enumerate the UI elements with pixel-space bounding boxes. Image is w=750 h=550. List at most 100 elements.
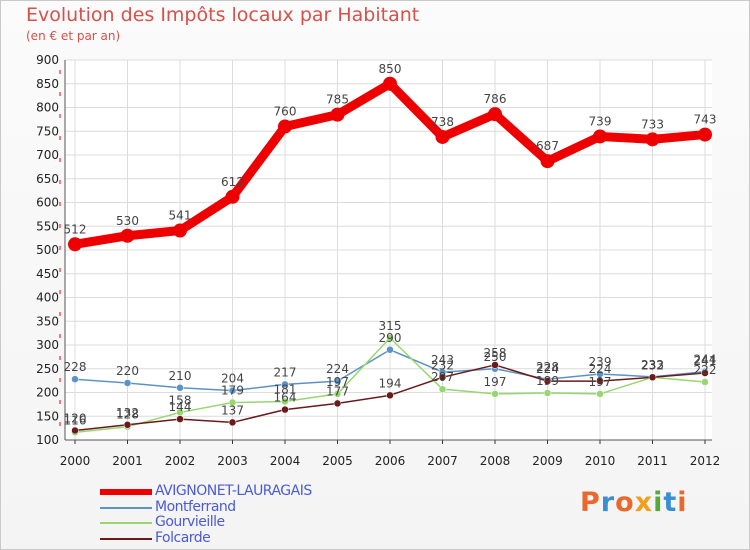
x-tick-label: 2011 (637, 454, 668, 468)
x-tick-label: 2010 (585, 454, 616, 468)
chart-subtitle: (en € et par an) (26, 29, 121, 43)
x-tick-label: 2012 (690, 454, 721, 468)
y-tick-label: 900 (36, 53, 59, 67)
proxiti-logo: Proxiti (580, 487, 688, 518)
data-label: 137 (221, 403, 244, 417)
data-point (228, 418, 237, 427)
data-point (228, 398, 237, 407)
data-label: 204 (221, 372, 244, 386)
line-chart: 100 150 200 250 300 350 400 450 500 550 600 650 700 7… (36, 53, 721, 468)
logo-letter: P (580, 487, 601, 518)
data-label: 217 (274, 365, 297, 379)
y-tick-label: 350 (36, 314, 59, 328)
y-tick-label: 150 (36, 409, 59, 423)
data-point (488, 107, 502, 122)
y-tick-label: 600 (36, 196, 59, 210)
data-point (648, 373, 657, 382)
data-point (333, 390, 342, 398)
legend-label-folcarde: Folcarde (155, 530, 211, 546)
y-tick-label: 800 (36, 101, 59, 115)
data-label: 738 (431, 115, 454, 129)
data-label: 197 (484, 375, 507, 389)
y-tick-label: 550 (36, 219, 59, 233)
legend-swatch-gourvieille (100, 522, 152, 524)
y-tick-label: 700 (36, 148, 59, 162)
data-point (281, 397, 289, 406)
x-tick-label: 2006 (375, 454, 406, 468)
data-label: 199 (536, 374, 559, 388)
data-point (71, 375, 79, 383)
data-point (68, 237, 82, 252)
y-tick-label: 300 (36, 338, 59, 352)
data-point (698, 127, 712, 142)
data-point (701, 378, 709, 386)
data-label: 220 (116, 364, 139, 378)
y-tick-label: 250 (36, 362, 59, 376)
data-label: 228 (64, 360, 87, 374)
data-label: 243 (431, 353, 454, 367)
data-label: 233 (641, 358, 664, 372)
data-label: 197 (589, 375, 612, 389)
data-label: 250 (484, 350, 507, 364)
data-point (540, 154, 555, 169)
legend-swatch-avignonet (100, 489, 152, 495)
data-point (71, 426, 79, 435)
data-label: 232 (641, 358, 664, 372)
data-point (120, 228, 135, 243)
data-point (543, 389, 552, 397)
data-label: 290 (379, 331, 402, 345)
y-tick-label: 200 (36, 386, 59, 400)
data-label: 760 (274, 105, 297, 119)
data-label: 120 (64, 412, 87, 426)
data-label: 228 (536, 360, 559, 374)
data-label: 850 (379, 62, 402, 76)
data-label: 197 (326, 375, 349, 389)
x-tick-label: 2009 (532, 454, 563, 468)
data-point (333, 377, 342, 385)
y-tick-label: 650 (36, 172, 59, 186)
logo-letter: i (653, 487, 664, 518)
data-label: 144 (169, 400, 192, 414)
data-label: 164 (274, 391, 297, 405)
logo-letter: r (600, 487, 616, 518)
data-label: 194 (379, 376, 402, 390)
data-label: 612 (221, 175, 244, 189)
x-tick-label: 2000 (60, 454, 91, 468)
data-label: 743 (694, 113, 717, 127)
data-point (278, 119, 292, 134)
data-label: 158 (169, 393, 192, 407)
x-tick-label: 2003 (217, 454, 248, 468)
x-tick-label: 2007 (427, 454, 458, 468)
data-label: 222 (694, 363, 717, 377)
legend-swatch-montferrand (100, 507, 152, 509)
x-tick-label: 2004 (270, 454, 301, 468)
logo-letter: t (663, 487, 678, 518)
data-label: 128 (116, 408, 139, 422)
data-point (225, 189, 240, 204)
data-point (438, 373, 447, 382)
data-label: 315 (379, 319, 402, 333)
data-point (123, 379, 132, 387)
x-tick-label: 2002 (165, 454, 196, 468)
legend-swatch-folcarde (100, 538, 152, 540)
data-point (123, 421, 132, 429)
data-label: 207 (431, 370, 454, 384)
data-point (491, 361, 499, 369)
data-label: 739 (589, 114, 612, 128)
legend-label-gourvieille: Gourvieille (155, 514, 225, 530)
y-tick-label: 750 (36, 124, 59, 138)
data-label: 224 (589, 362, 612, 376)
data-point (438, 385, 447, 393)
data-point (386, 391, 394, 400)
data-label: 179 (221, 383, 244, 397)
data-point (491, 390, 499, 398)
data-label: 181 (274, 383, 297, 397)
data-point (593, 129, 607, 144)
data-point (281, 380, 289, 389)
y-tick-label: 100 (36, 433, 59, 447)
legend-label-avignonet: AVIGNONET-LAURAGAIS (155, 483, 312, 499)
logo-letter: x (634, 487, 654, 518)
logo-letter: o (615, 487, 635, 518)
data-label: 258 (484, 346, 507, 360)
data-label: 177 (326, 384, 349, 398)
